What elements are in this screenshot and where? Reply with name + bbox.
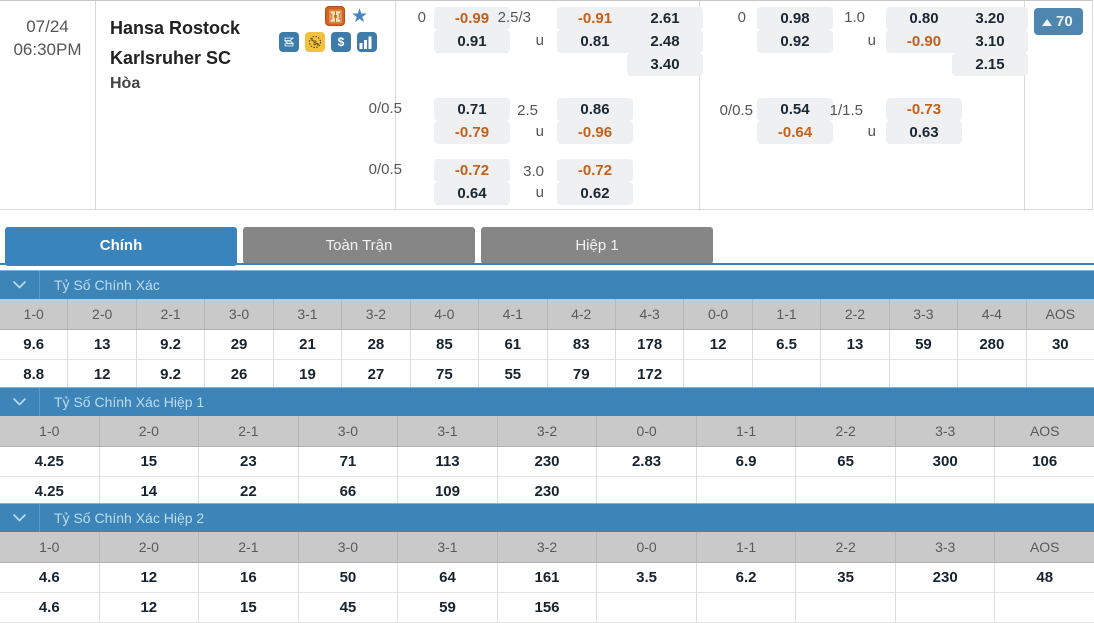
svg-text:$: $ xyxy=(313,40,317,47)
